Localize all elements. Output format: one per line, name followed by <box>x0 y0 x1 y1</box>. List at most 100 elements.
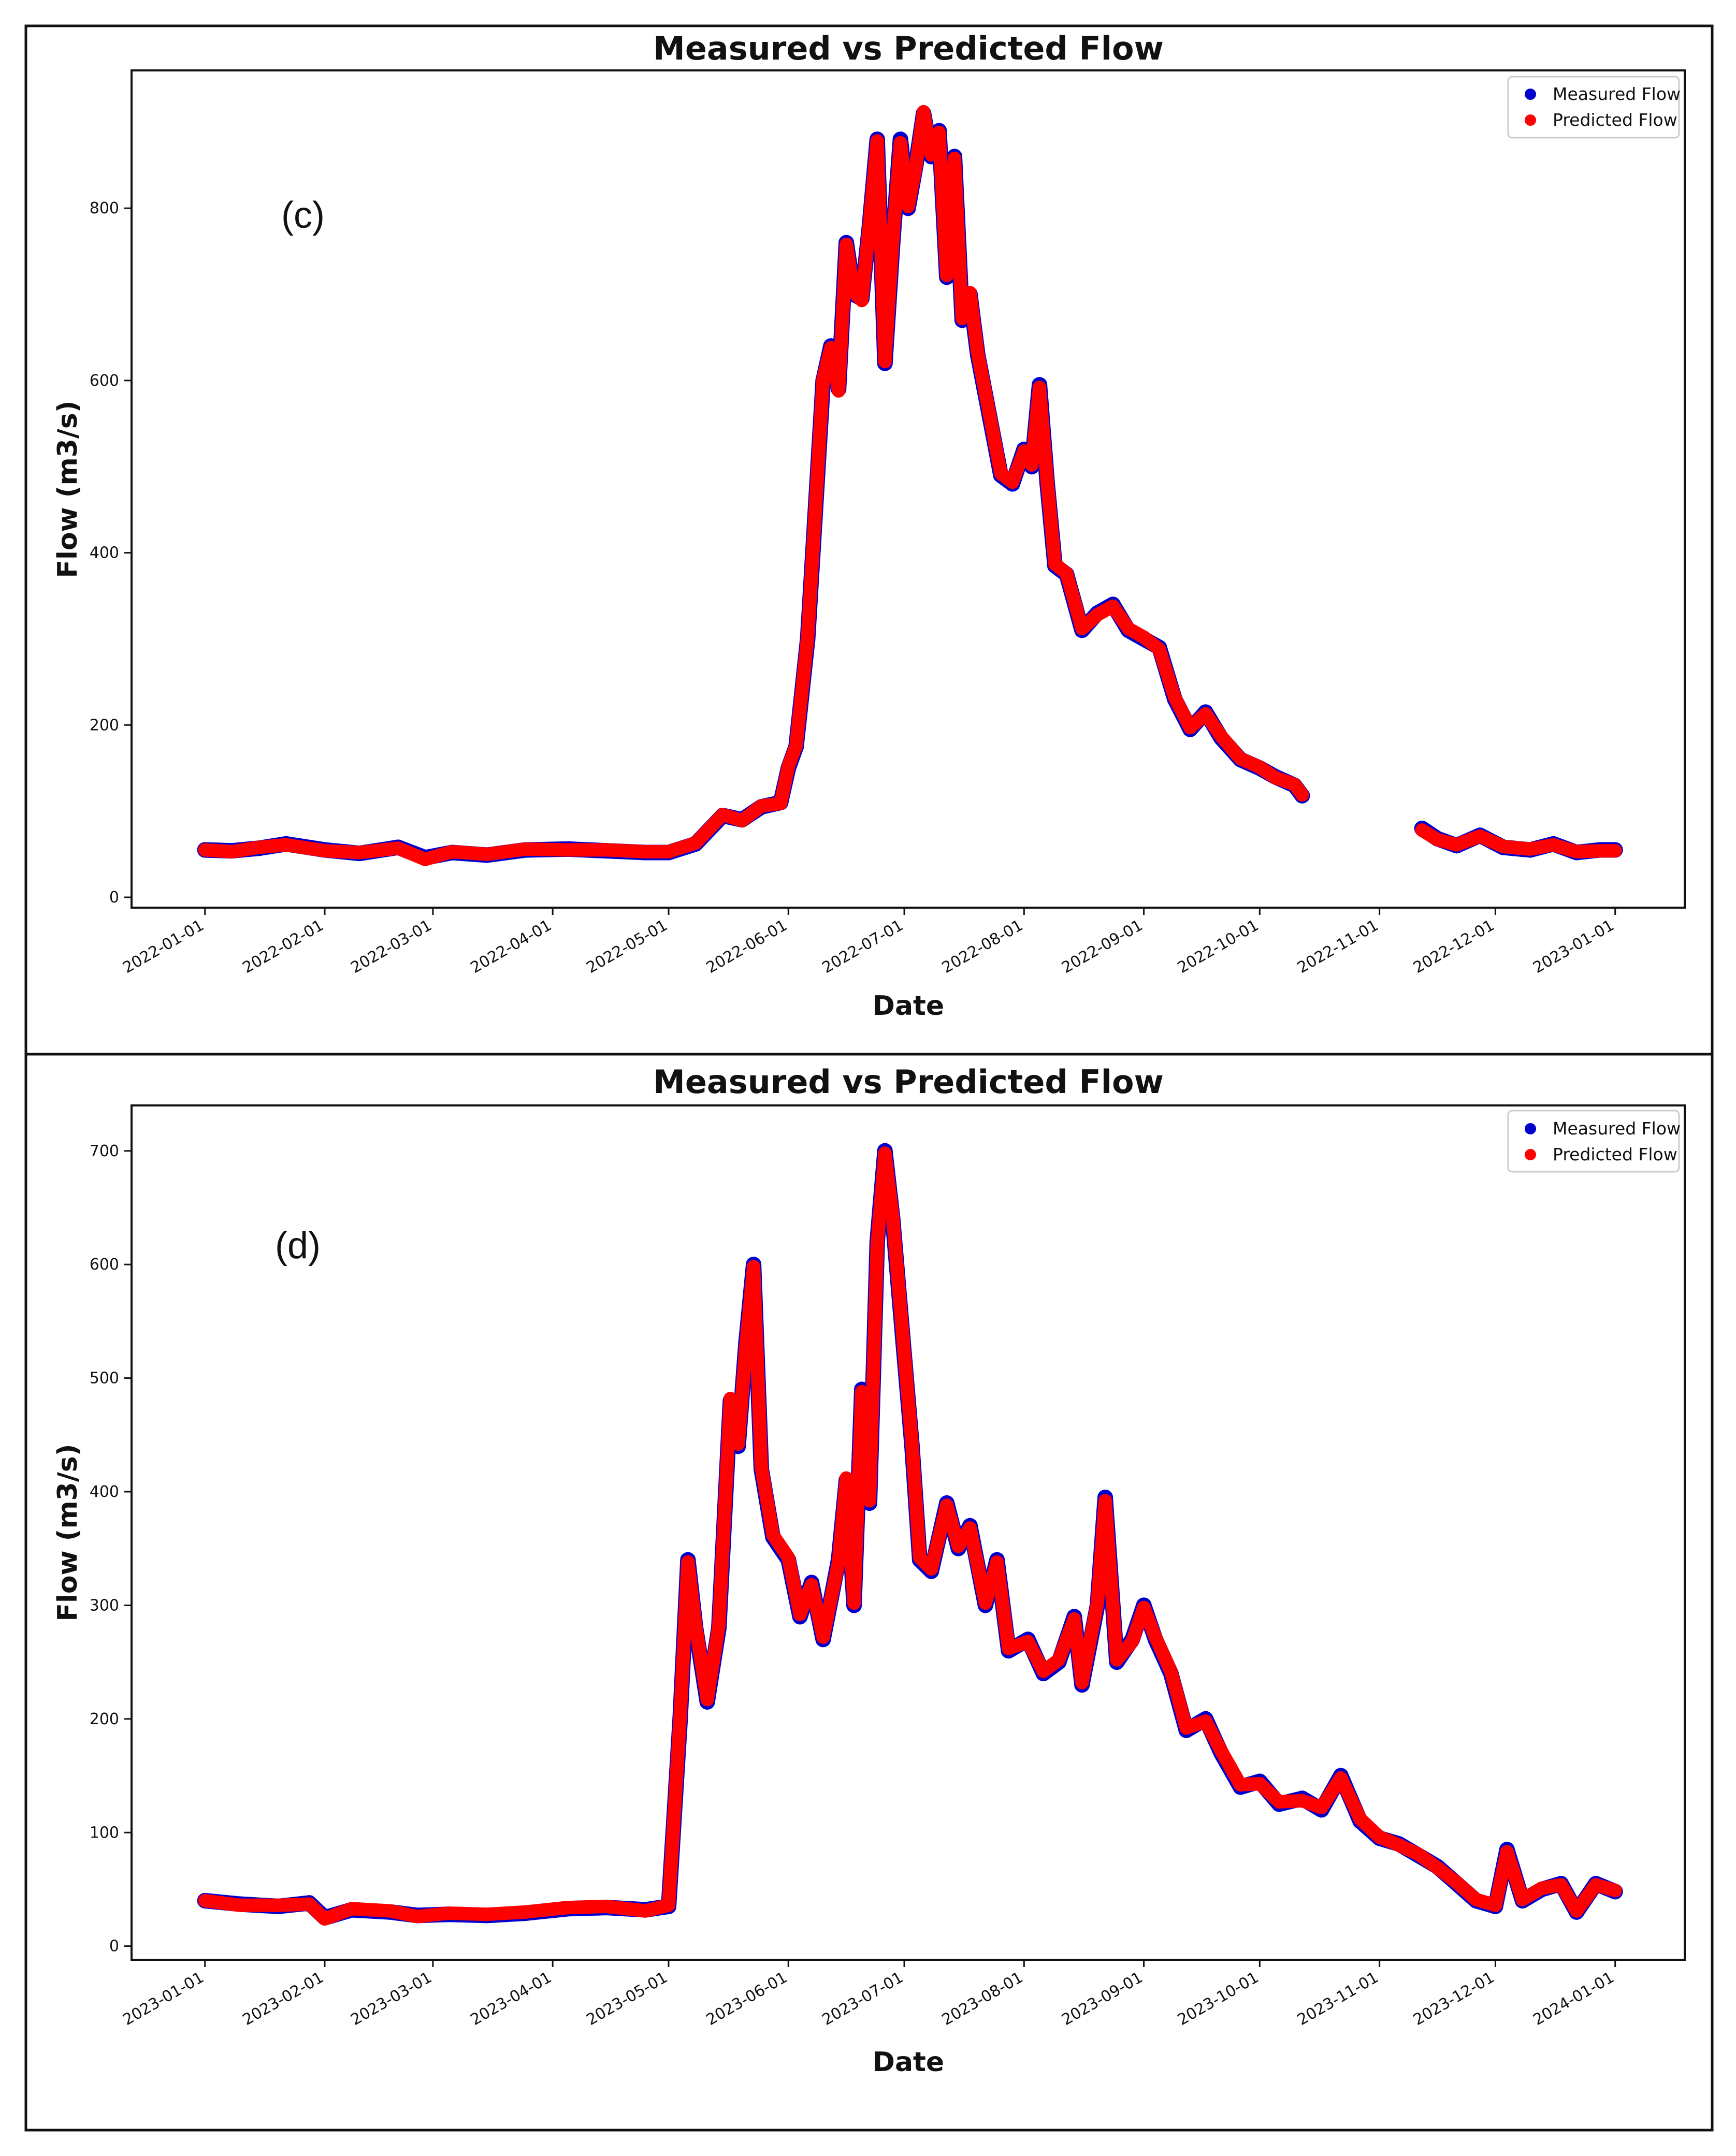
predicted-flow-point <box>1473 829 1487 843</box>
predicted-flow-point <box>1067 1612 1081 1626</box>
predicted-flow-point <box>1060 566 1074 580</box>
predicted-flow-point <box>1570 844 1584 858</box>
predicted-flow-point <box>600 843 614 857</box>
predicted-flow-point <box>994 467 1008 480</box>
predicted-flow-point <box>862 217 876 231</box>
predicted-flow-point <box>1198 1714 1212 1728</box>
predicted-flow-point <box>932 125 946 139</box>
predicted-flow-point <box>755 799 768 813</box>
predicted-flow-point <box>982 406 996 420</box>
legend-marker-measured <box>1525 89 1536 100</box>
legend-label-predicted: Predicted Flow <box>1553 1144 1677 1164</box>
predicted-flow-point <box>793 1608 807 1621</box>
predicted-flow-point <box>940 1498 954 1512</box>
predicted-flow-point <box>816 372 830 386</box>
predicted-flow-point <box>689 1619 703 1633</box>
predicted-flow-point <box>940 268 954 282</box>
legend: Measured Flow Predicted Flow <box>1507 1110 1681 1173</box>
predicted-flow-point <box>1253 1776 1267 1790</box>
predicted-flow-point <box>1608 844 1622 858</box>
predicted-flow-point <box>1121 622 1135 635</box>
predicted-flow-point <box>955 312 969 326</box>
predicted-flow-point <box>913 1551 927 1565</box>
plot-area <box>197 105 1623 866</box>
panel-frame-d <box>24 1053 1714 2132</box>
predicted-flow-point <box>789 739 803 753</box>
predicted-flow-point <box>878 355 892 369</box>
predicted-flow-point <box>1430 833 1444 847</box>
predicted-flow-point <box>1183 721 1197 735</box>
predicted-flow-point <box>1593 844 1607 858</box>
predicted-flow-point <box>963 286 977 300</box>
predicted-flow-point <box>225 844 239 858</box>
predicted-flow-point <box>1164 1664 1178 1678</box>
predicted-flow-point <box>1152 642 1166 656</box>
predicted-flow-point <box>418 852 432 866</box>
predicted-flow-point <box>855 294 869 308</box>
predicted-flow-point <box>774 796 788 810</box>
legend-marker-predicted <box>1525 1149 1536 1160</box>
predicted-flow-point <box>233 1898 247 1912</box>
predicted-flow-point <box>198 1893 212 1907</box>
y-tick-label: 200 <box>90 716 119 734</box>
predicted-flow-point <box>1589 1878 1603 1892</box>
predicted-flow-point <box>909 160 923 174</box>
predicted-flow-point <box>480 847 494 861</box>
predicted-flow-point <box>383 1904 397 1918</box>
predicted-flow-series <box>1415 823 1622 858</box>
predicted-flow-point <box>198 843 212 857</box>
predicted-flow-point <box>1017 444 1031 458</box>
predicted-flow-point <box>735 814 749 827</box>
predicted-flow-point <box>1033 381 1047 395</box>
predicted-flow-point <box>782 760 795 774</box>
predicted-flow-point <box>1234 752 1248 766</box>
predicted-flow-point <box>840 1471 853 1485</box>
x-axis-label: Date <box>873 990 944 1022</box>
predicted-flow-point <box>1021 1635 1035 1649</box>
predicted-flow-point <box>1075 622 1089 635</box>
predicted-flow-point <box>441 1906 455 1920</box>
chart-title: Measured vs Predicted Flow <box>653 30 1164 67</box>
predicted-flow-point <box>1137 1600 1151 1614</box>
predicted-flow-point <box>805 1578 818 1592</box>
legend-marker-measured <box>1525 1123 1536 1134</box>
predicted-flow-point <box>700 1693 714 1707</box>
predicted-flow-point <box>878 1146 892 1160</box>
predicted-flow-point <box>1430 1861 1444 1875</box>
predicted-flow-point <box>893 136 907 150</box>
legend-box <box>1507 1110 1680 1173</box>
predicted-flow-point <box>963 1521 977 1535</box>
predicted-flow-point <box>832 384 846 398</box>
predicted-flow-point <box>689 836 703 850</box>
predicted-flow-point <box>990 1555 1004 1569</box>
predicted-flow-point <box>411 1910 425 1924</box>
predicted-flow-point <box>518 842 532 856</box>
predicted-flow-point <box>302 1897 316 1911</box>
predicted-flow-point <box>855 1385 869 1399</box>
predicted-flow-point <box>1253 760 1267 774</box>
predicted-flow-point <box>870 134 884 148</box>
y-tick-label: 600 <box>90 372 119 390</box>
predicted-flow-point <box>1608 1884 1622 1898</box>
predicted-flow-point <box>1098 1494 1112 1508</box>
predicted-flow-point <box>905 1437 919 1451</box>
predicted-flow-point <box>318 1912 331 1926</box>
y-tick-label: 200 <box>90 1710 119 1728</box>
predicted-flow-point <box>1048 557 1062 571</box>
predicted-flow-point <box>924 148 938 162</box>
predicted-flow-point <box>1334 1771 1348 1785</box>
predicted-flow-point <box>639 844 653 858</box>
predicted-flow-point <box>1002 1641 1016 1655</box>
predicted-flow-point <box>639 1904 653 1918</box>
predicted-flow-point <box>1535 1881 1549 1895</box>
predicted-flow-point <box>747 1260 761 1274</box>
y-tick-label: 300 <box>90 1596 119 1614</box>
predicted-flow-point <box>886 234 900 248</box>
predicted-flow-point <box>1496 839 1510 853</box>
y-axis-label: Flow (m3/s) <box>52 1444 83 1621</box>
predicted-flow-point <box>1052 1653 1066 1667</box>
predicted-flow-point <box>561 843 575 857</box>
y-tick-label: 100 <box>90 1824 119 1842</box>
predicted-flow-point <box>1500 1845 1514 1859</box>
predicted-flow-point <box>1168 691 1182 705</box>
